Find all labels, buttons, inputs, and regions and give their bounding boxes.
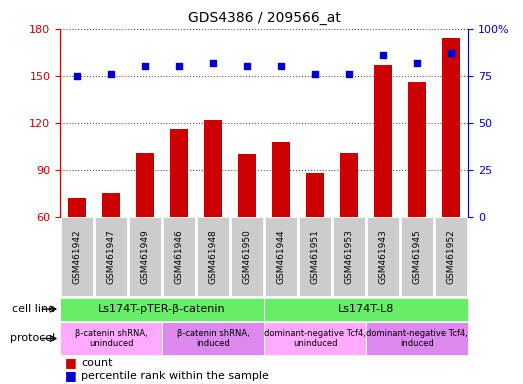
Text: Ls174T-L8: Ls174T-L8 [338,304,394,314]
Text: β-catenin shRNA,
induced: β-catenin shRNA, induced [177,329,249,348]
Text: GSM461949: GSM461949 [141,229,150,284]
Text: dominant-negative Tcf4,
uninduced: dominant-negative Tcf4, uninduced [264,329,366,348]
Point [141,63,150,70]
Bar [408,82,426,311]
Text: GSM461951: GSM461951 [311,229,320,284]
Point [243,63,252,70]
Text: GSM461945: GSM461945 [413,229,422,284]
Point [175,63,184,70]
Bar [238,154,256,311]
Text: β-catenin shRNA,
uninduced: β-catenin shRNA, uninduced [75,329,147,348]
Point [209,60,218,66]
Text: percentile rank within the sample: percentile rank within the sample [81,371,269,381]
Text: cell line: cell line [12,304,55,314]
Point [311,71,320,77]
Point [73,73,82,79]
Bar [272,142,290,311]
Text: GSM461952: GSM461952 [447,229,456,284]
Point [379,52,388,58]
Bar [204,120,222,311]
Text: GSM461944: GSM461944 [277,229,286,284]
Bar [170,129,188,311]
Text: ■: ■ [65,356,77,369]
Text: GSM461948: GSM461948 [209,229,218,284]
Bar [442,38,460,311]
Text: protocol: protocol [9,333,55,344]
Text: GSM461947: GSM461947 [107,229,116,284]
Bar [340,153,358,311]
Bar [68,198,86,311]
Bar [306,173,324,311]
Text: GSM461942: GSM461942 [73,229,82,284]
Text: ■: ■ [65,369,77,382]
Text: dominant-negative Tcf4,
induced: dominant-negative Tcf4, induced [366,329,468,348]
Text: count: count [81,358,112,368]
Text: GSM461950: GSM461950 [243,229,252,284]
Title: GDS4386 / 209566_at: GDS4386 / 209566_at [188,11,340,25]
Text: GSM461943: GSM461943 [379,229,388,284]
Text: GSM461946: GSM461946 [175,229,184,284]
Text: Ls174T-pTER-β-catenin: Ls174T-pTER-β-catenin [98,304,226,314]
Point [107,71,116,77]
Text: GSM461953: GSM461953 [345,229,354,284]
Bar [374,65,392,311]
Point [447,50,456,56]
Point [345,71,354,77]
Bar [102,194,120,311]
Point [413,60,422,66]
Bar [136,153,154,311]
Point [277,63,286,70]
